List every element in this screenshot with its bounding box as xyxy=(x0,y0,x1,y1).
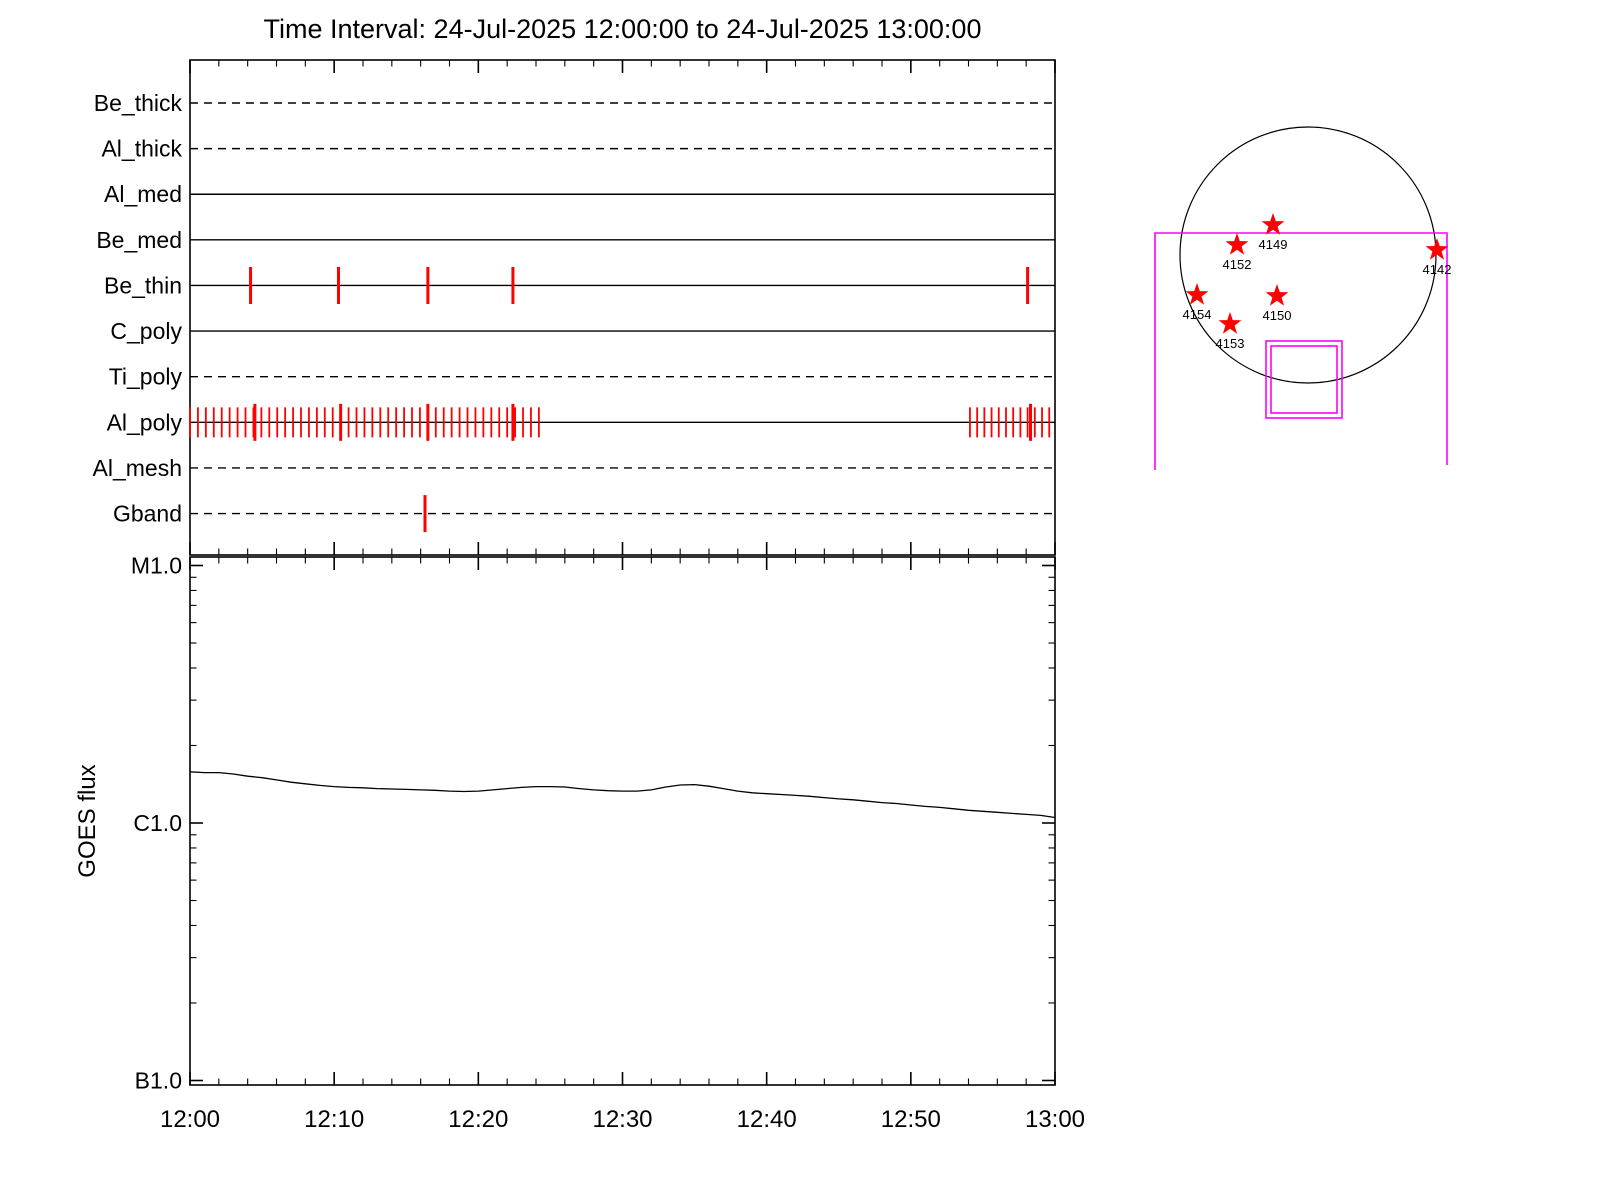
timeline-panel-frame xyxy=(189,59,1056,556)
filter-label-Be_thin: Be_thin xyxy=(104,272,182,298)
active-region-label-4149: 4149 xyxy=(1259,237,1288,252)
filter-label-Gband: Gband xyxy=(113,501,182,527)
filter-label-C_poly: C_poly xyxy=(110,318,182,344)
active-region-star-4153 xyxy=(1218,312,1242,334)
filter-label-Be_thick: Be_thick xyxy=(94,90,183,116)
x-tick-label-12:00: 12:00 xyxy=(160,1106,220,1133)
active-region-star-4150 xyxy=(1265,284,1289,306)
target-box-inner xyxy=(1270,345,1338,414)
x-tick-label-12:50: 12:50 xyxy=(881,1106,941,1133)
filter-label-Al_mesh: Al_mesh xyxy=(93,455,182,481)
filter-label-Ti_poly: Ti_poly xyxy=(109,364,183,390)
filter-label-Al_med: Al_med xyxy=(104,181,182,207)
target-box-outer xyxy=(1265,340,1343,419)
active-region-label-4153: 4153 xyxy=(1216,336,1245,351)
active-region-label-4154: 4154 xyxy=(1183,307,1212,322)
fov-bracket xyxy=(1154,232,1448,470)
active-region-star-4152 xyxy=(1225,233,1249,255)
goes-ytick-label-B1.0: B1.0 xyxy=(135,1068,182,1094)
x-tick-label-12:40: 12:40 xyxy=(737,1106,797,1133)
active-region-label-4142: 4142 xyxy=(1423,262,1452,277)
page-title: Time Interval: 24-Jul-2025 12:00:00 to 2… xyxy=(263,14,982,44)
x-tick-label-13:00: 13:00 xyxy=(1025,1106,1085,1133)
active-region-star-4154 xyxy=(1185,283,1209,305)
x-tick-label-12:20: 12:20 xyxy=(448,1106,508,1133)
x-tick-label-12:10: 12:10 xyxy=(304,1106,364,1133)
x-tick-label-12:30: 12:30 xyxy=(592,1106,652,1133)
active-region-star-4149 xyxy=(1261,213,1285,235)
filter-label-Al_thick: Al_thick xyxy=(101,136,182,162)
active-region-label-4150: 4150 xyxy=(1263,308,1292,323)
goes-ytick-label-C1.0: C1.0 xyxy=(133,810,182,836)
active-region-label-4152: 4152 xyxy=(1223,257,1252,272)
filter-label-Al_poly: Al_poly xyxy=(107,409,183,435)
goes-ytick-label-M1.0: M1.0 xyxy=(131,553,182,579)
goes-panel-frame xyxy=(189,556,1056,1086)
filter-label-Be_med: Be_med xyxy=(96,227,182,253)
goes-flux-curve xyxy=(189,771,1056,819)
active-region-star-4142 xyxy=(1425,238,1449,260)
